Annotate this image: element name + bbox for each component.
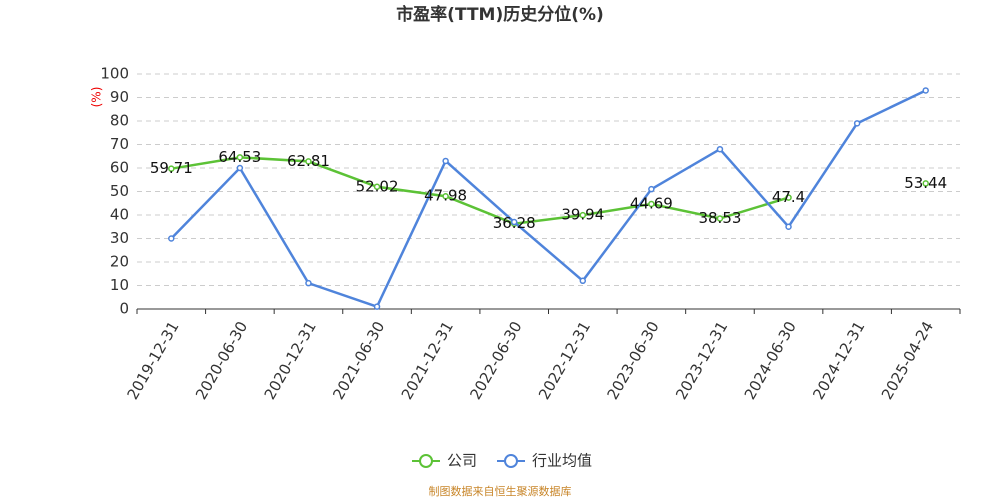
point — [648, 185, 655, 193]
y-axis-label: (%) — [90, 87, 104, 108]
point — [785, 194, 792, 201]
data-label: 52.02 — [356, 177, 399, 195]
x-tick-label: 2019-12-31 — [123, 318, 182, 403]
data-label: 38.53 — [698, 209, 741, 227]
point — [716, 215, 724, 222]
point — [922, 87, 929, 94]
data-label: 39.94 — [561, 206, 604, 224]
y-tick-label: 100 — [100, 65, 129, 83]
point — [510, 218, 518, 226]
x-tick-label: 2023-06-30 — [604, 318, 663, 403]
x-tick-label: 2020-12-31 — [261, 318, 320, 403]
y-tick-label: 80 — [110, 112, 129, 130]
source-note: 制图数据来自恒生聚源数据库 — [429, 484, 572, 498]
x-tick-label: 2020-06-30 — [192, 318, 251, 403]
point — [236, 164, 244, 172]
data-label: 64.53 — [218, 148, 261, 166]
data-label: 62.81 — [287, 152, 330, 170]
y-tick-label: 70 — [110, 135, 129, 153]
legend-marker — [419, 454, 433, 468]
point — [168, 235, 175, 242]
point — [442, 157, 449, 165]
legend-label: 行业均值 — [532, 452, 592, 470]
point — [373, 183, 381, 191]
x-tick-label: 2025-04-24 — [878, 318, 937, 403]
x-tick-label: 2022-06-30 — [466, 318, 525, 403]
point — [579, 211, 587, 219]
data-label: 47.4 — [772, 188, 805, 206]
point — [236, 154, 244, 161]
point — [922, 180, 929, 187]
y-tick-label: 0 — [119, 300, 129, 318]
point — [305, 279, 312, 287]
legend-marker — [504, 454, 518, 468]
point — [648, 200, 655, 208]
x-tick-label: 2022-12-31 — [535, 318, 594, 403]
point — [305, 158, 312, 165]
data-label: 36.28 — [493, 214, 536, 232]
point — [373, 303, 381, 310]
y-tick-label: 20 — [110, 253, 129, 271]
point — [785, 223, 792, 230]
point — [853, 120, 861, 127]
y-tick-label: 50 — [110, 182, 129, 200]
y-tick-label: 60 — [110, 159, 129, 177]
y-tick-label: 10 — [110, 276, 129, 294]
point — [168, 165, 175, 172]
y-tick-label: 30 — [110, 229, 129, 247]
legend-label: 公司 — [447, 452, 477, 470]
x-tick-label: 2021-06-30 — [329, 318, 388, 403]
data-label: 44.69 — [630, 194, 673, 212]
x-tick-label: 2023-12-31 — [672, 318, 731, 403]
x-tick-label: 2024-06-30 — [741, 318, 800, 403]
series-line — [170, 89, 927, 309]
x-tick-label: 2021-12-31 — [398, 318, 457, 403]
y-tick-label: 90 — [110, 88, 129, 106]
point — [716, 145, 724, 153]
x-tick-label: 2024-12-31 — [809, 318, 868, 403]
y-tick-label: 40 — [110, 206, 129, 224]
data-label: 59.71 — [150, 159, 193, 177]
chart-title: 市盈率(TTM)历史分位(%) — [396, 4, 604, 25]
point — [579, 277, 587, 285]
data-label: 53.44 — [904, 174, 947, 192]
point — [442, 192, 449, 200]
data-label: 47.98 — [424, 187, 467, 205]
